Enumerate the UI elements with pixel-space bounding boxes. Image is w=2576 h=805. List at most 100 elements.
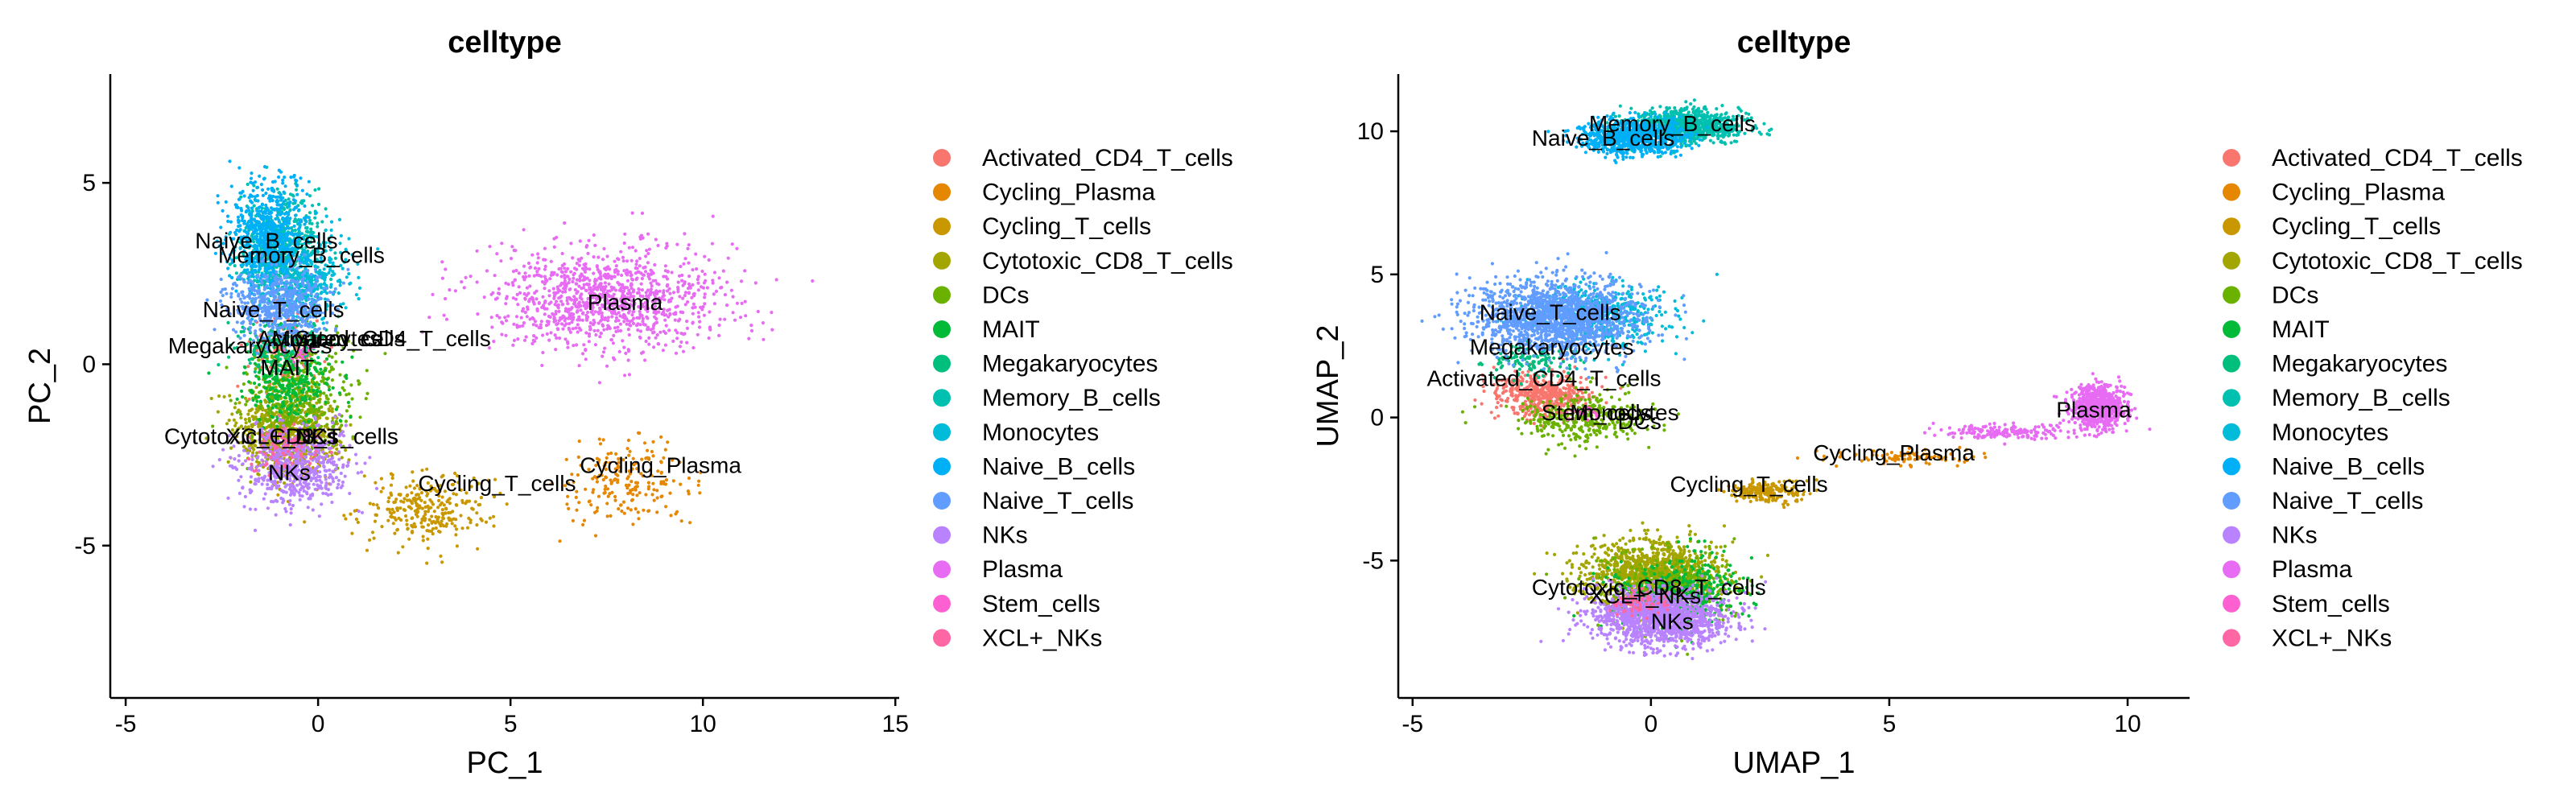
- data-point: [331, 386, 335, 390]
- data-point: [613, 494, 617, 499]
- data-point: [627, 469, 631, 473]
- data-point: [637, 517, 641, 521]
- data-point: [312, 473, 316, 477]
- data-point: [453, 524, 457, 528]
- data-point: [587, 500, 591, 504]
- data-point: [631, 493, 635, 497]
- data-point: [242, 382, 246, 386]
- data-point: [236, 275, 241, 279]
- data-point: [613, 467, 617, 471]
- data-point: [318, 470, 322, 474]
- data-point: [247, 196, 251, 200]
- data-point: [671, 458, 675, 462]
- data-point: [404, 485, 408, 489]
- data-point: [480, 518, 484, 522]
- data-point: [655, 496, 659, 500]
- data-point: [626, 506, 630, 510]
- data-point: [312, 409, 316, 413]
- data-point: [387, 507, 391, 511]
- data-point: [244, 210, 248, 214]
- data-point: [357, 286, 362, 290]
- data-point: [328, 404, 332, 408]
- data-point: [383, 352, 387, 356]
- data-point: [493, 495, 497, 499]
- data-point: [426, 504, 430, 509]
- data-point: [354, 517, 358, 522]
- data-point: [671, 479, 675, 483]
- data-point: [294, 382, 298, 386]
- data-point: [549, 482, 553, 486]
- data-point: [328, 285, 333, 289]
- data-point: [408, 505, 412, 510]
- data-point: [256, 199, 260, 203]
- data-point: [282, 220, 286, 224]
- data-point: [365, 548, 369, 552]
- data-point: [229, 398, 233, 402]
- data-point: [326, 397, 330, 401]
- data-point: [606, 494, 610, 498]
- data-point: [254, 386, 258, 390]
- data-point: [270, 223, 274, 227]
- data-point: [626, 491, 630, 496]
- data-point: [629, 489, 633, 493]
- data-point: [324, 400, 328, 404]
- data-point: [404, 514, 408, 518]
- data-point: [307, 419, 311, 423]
- data-point: [594, 464, 598, 468]
- data-point: [344, 448, 348, 452]
- data-point: [233, 402, 237, 406]
- data-point: [650, 473, 654, 477]
- data-point: [248, 507, 252, 511]
- data-point: [429, 506, 433, 510]
- data-point: [282, 409, 287, 413]
- data-point: [575, 489, 579, 493]
- data-point: [293, 290, 297, 294]
- data-point: [419, 498, 423, 502]
- data-point: [239, 206, 243, 211]
- data-point: [365, 391, 369, 395]
- data-point: [295, 416, 299, 420]
- data-point: [254, 407, 258, 411]
- data-point: [328, 482, 332, 486]
- data-point: [411, 479, 415, 483]
- data-point: [331, 273, 335, 277]
- data-point: [444, 507, 448, 511]
- data-point: [604, 484, 608, 489]
- data-point: [423, 501, 427, 505]
- data-point: [293, 205, 297, 209]
- data-point: [242, 279, 246, 284]
- data-point: [283, 212, 287, 216]
- data-point: [420, 506, 425, 510]
- data-point: [273, 224, 277, 228]
- data-point: [250, 194, 254, 198]
- data-point: [257, 209, 262, 213]
- data-point: [344, 419, 348, 423]
- data-point: [465, 526, 470, 530]
- data-point: [368, 502, 372, 506]
- data-point: [229, 220, 233, 224]
- data-point: [222, 394, 226, 398]
- data-point: [233, 281, 237, 285]
- data-point: [307, 497, 311, 501]
- data-point: [272, 321, 276, 325]
- data-point: [315, 388, 319, 392]
- data-point: [254, 411, 258, 415]
- data-point: [447, 510, 451, 515]
- data-point: [229, 291, 233, 295]
- data-point: [478, 502, 482, 507]
- data-point: [565, 502, 569, 506]
- data-point: [405, 522, 409, 526]
- data-point: [308, 194, 312, 198]
- data-point: [270, 188, 275, 192]
- data-point: [256, 273, 260, 277]
- data-point: [454, 533, 458, 537]
- data-point: [372, 536, 376, 540]
- data-point: [307, 382, 311, 386]
- data-point: [258, 334, 262, 338]
- data-point: [248, 361, 252, 365]
- data-point: [610, 490, 614, 494]
- data-point: [659, 494, 663, 499]
- data-point: [301, 402, 305, 407]
- data-point: [437, 498, 441, 503]
- data-point: [617, 507, 621, 511]
